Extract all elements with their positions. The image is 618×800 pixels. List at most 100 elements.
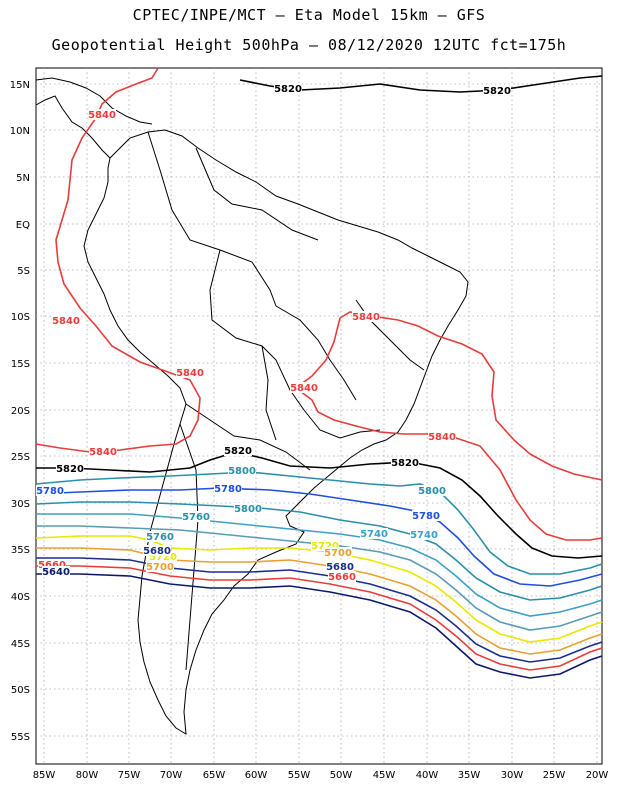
lat-label: 55S: [11, 732, 30, 743]
contour-label: 5840: [428, 432, 456, 443]
contour-label-bg: [36, 485, 64, 496]
contour-label: 5800: [228, 466, 256, 477]
lon-label: 85W: [33, 770, 56, 781]
contour-label: 5800: [234, 504, 262, 515]
contour-label: 5840: [52, 316, 80, 327]
contour-label-bg: [428, 431, 456, 442]
contour-label-bg: [410, 529, 438, 540]
contour-label-bg: [311, 540, 339, 551]
map-frame: [35, 67, 603, 765]
contour-label: 5820: [391, 458, 419, 469]
contour-label: 5720: [311, 541, 339, 552]
latitude-labels: 15N 10N 5N EQ 5S 10S 15S 20S 25S 30S 35S 40S 45S 50S 5…: [10, 80, 30, 743]
lat-label: EQ: [16, 220, 30, 231]
border-7: [179, 423, 199, 671]
contour-label: 5800: [418, 486, 446, 497]
lon-label: 80W: [76, 770, 99, 781]
contour-label-bg: [234, 503, 262, 514]
contour-label-bg: [391, 457, 419, 468]
contour-label-bg: [149, 551, 177, 562]
lat-label: 40S: [11, 592, 30, 603]
contour-label-bg: [182, 511, 210, 522]
lon-label: 40W: [416, 770, 439, 781]
contour-5840-east: [339, 311, 603, 481]
contour-label: 5820: [274, 84, 302, 95]
contour-label-bg: [274, 83, 302, 94]
contour-5800: [35, 471, 603, 575]
contour-label-bg: [224, 445, 252, 456]
lon-label: 50W: [330, 770, 353, 781]
border-2: [195, 147, 319, 241]
contour-label: 5840: [89, 447, 117, 458]
lat-label: 45S: [11, 639, 30, 650]
contour-label: 5700: [146, 562, 174, 573]
contour-label-bg: [56, 463, 84, 474]
contour-label: 5820: [56, 464, 84, 475]
contour-5780: [35, 487, 603, 587]
title-line-1: CPTEC/INPE/MCT – Eta Model 15km – GFS: [132, 6, 486, 24]
contour-label: 5780: [412, 511, 440, 522]
contour-label: 5780: [36, 486, 64, 497]
lat-label: 5N: [16, 173, 30, 184]
lat-label: 15N: [10, 80, 30, 91]
contour-label-bg: [326, 561, 354, 572]
contour-labels: 5820 5820 5840 5840 5840 5840 5840 5840 5840 5820…: [36, 83, 511, 583]
contour-label: 5720: [149, 552, 177, 563]
contour-label-bg: [146, 531, 174, 542]
title-line-2: Geopotential Height 500hPa – 08/12/2020 …: [51, 36, 567, 54]
caribbean-coast: [35, 77, 153, 125]
south-america-coast: [83, 129, 469, 735]
contour-label: 5700: [324, 548, 352, 559]
contour-label-bg: [176, 367, 204, 378]
contour-label-bg: [324, 547, 352, 558]
contour-label: 5680: [143, 546, 171, 557]
contour-label: 5660: [38, 560, 66, 571]
contour-label: 5740: [360, 529, 388, 540]
contour-label-bg: [146, 561, 174, 572]
contour-label-bg: [228, 465, 256, 476]
contour-label: 5760: [146, 532, 174, 543]
lon-label: 20W: [586, 770, 609, 781]
contour-5660: [36, 565, 603, 671]
lon-label: 35W: [458, 770, 481, 781]
contour-label-bg: [352, 311, 380, 322]
lon-label: 30W: [501, 770, 524, 781]
contour-label: 5680: [326, 562, 354, 573]
contour-label-bg: [52, 315, 80, 326]
border-6: [261, 345, 277, 441]
contour-label: 5660: [328, 572, 356, 583]
contour-label-bg: [143, 545, 171, 556]
contour-label: 5840: [176, 368, 204, 379]
contour-label: 5820: [483, 86, 511, 97]
lat-label: 10S: [11, 312, 30, 323]
contour-label-bg: [290, 382, 318, 393]
lat-label: 5S: [17, 266, 30, 277]
contour-5720-grey: [36, 525, 603, 631]
contour-5640: [36, 573, 603, 679]
contour-label-bg: [214, 483, 242, 494]
lat-label: 20S: [11, 406, 30, 417]
lon-label: 60W: [245, 770, 268, 781]
contour-label-bg: [328, 571, 356, 582]
contour-5840-loop: [294, 317, 603, 541]
contour-label-bg: [483, 85, 511, 96]
contour-label-bg: [42, 566, 70, 577]
lat-label: 15S: [11, 359, 30, 370]
contour-label-bg: [38, 559, 66, 570]
contour-5820-south: [36, 451, 603, 559]
border-1: [147, 131, 277, 307]
longitude-labels: 85W 80W 75W 70W 65W 60W 55W 50W 45W 40W 35W 30W 25W 2…: [33, 770, 609, 781]
contour-label-bg: [89, 446, 117, 457]
border-3: [209, 249, 305, 411]
lat-label: 10N: [10, 126, 30, 137]
lat-label: 50S: [11, 685, 30, 696]
contour-5740: [36, 513, 603, 617]
lon-label: 55W: [288, 770, 311, 781]
contour-label: 5780: [214, 484, 242, 495]
central-america-coast: [35, 95, 111, 159]
contour-label: 5740: [410, 530, 438, 541]
border-4: [275, 305, 357, 401]
contour-label: 5760: [182, 512, 210, 523]
contour-label: 5640: [42, 567, 70, 578]
